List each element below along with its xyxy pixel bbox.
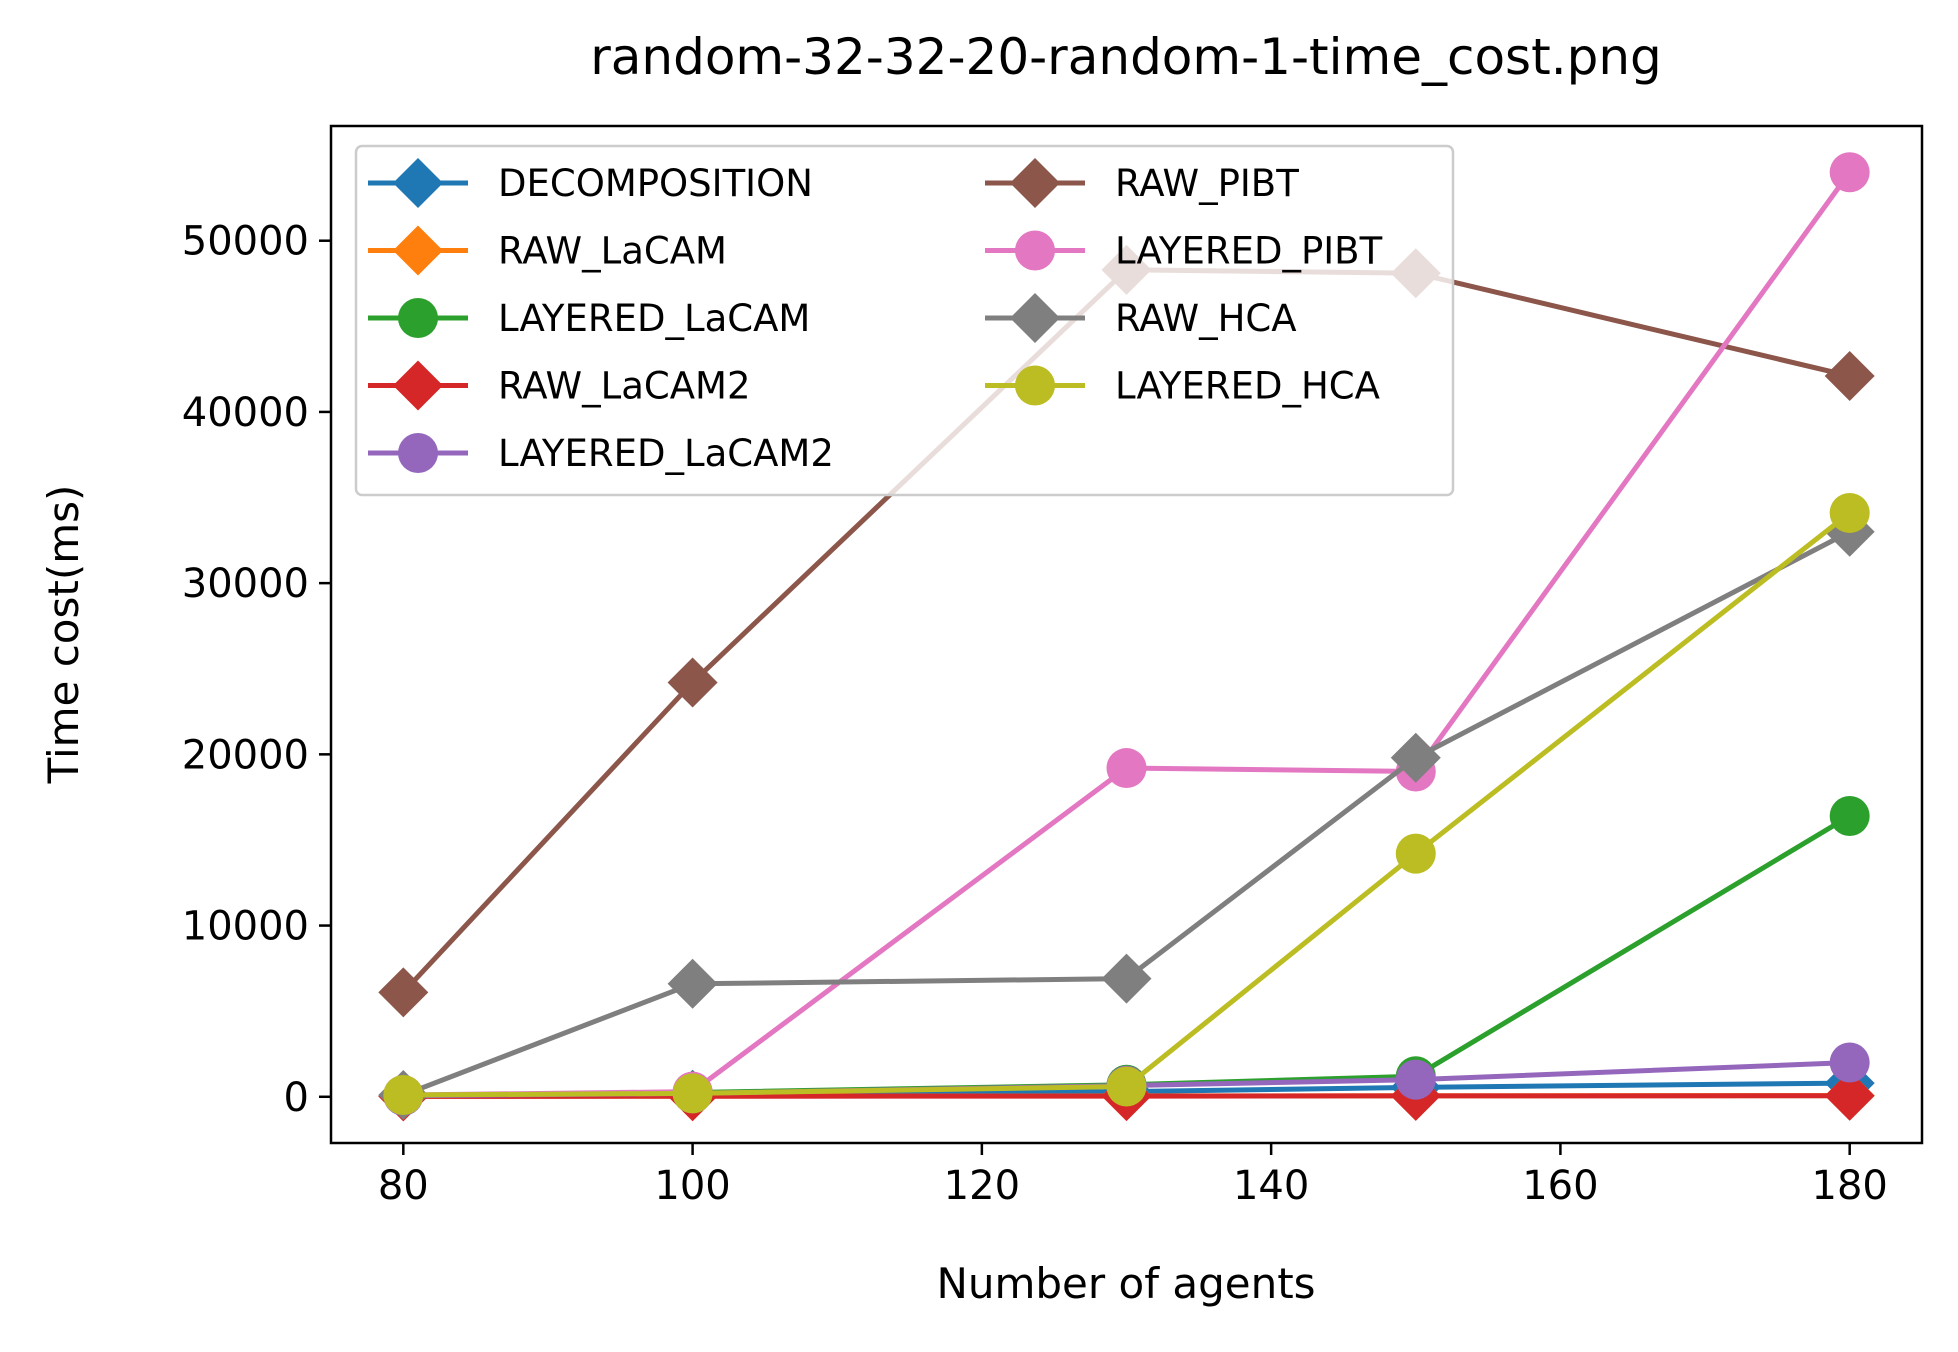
axes-frame	[329, 124, 1924, 1145]
data-point	[1829, 492, 1870, 533]
legend-item-raw-hca: RAW_HCA	[985, 293, 1297, 343]
legend-label: RAW_LaCAM	[498, 230, 727, 273]
legend-item-raw-lacam: RAW_LaCAM	[368, 225, 727, 276]
data-point	[1390, 732, 1441, 783]
legend-label: RAW_LaCAM2	[498, 365, 750, 408]
y-tick-label: 50000	[182, 219, 309, 265]
legend-item-layered-lacam2: LAYERED_LaCAM2	[368, 432, 834, 475]
data-point	[383, 1075, 424, 1116]
legend-item-layered-hca: LAYERED_HCA	[985, 365, 1380, 408]
legend-marker	[1010, 158, 1060, 208]
legend-label: LAYERED_LaCAM2	[498, 432, 834, 475]
y-axis-title: Time cost(ms)	[39, 485, 88, 785]
legend-label: LAYERED_LaCAM	[498, 297, 810, 340]
y-tick-label: 10000	[182, 904, 309, 950]
x-tick-label: 100	[654, 1163, 730, 1209]
chart-title: random-32-32-20-random-1-time_cost.png	[590, 28, 1662, 86]
legend: DECOMPOSITION RAW_LaCAM LAYERED_LaCAM RAW_L…	[354, 144, 1455, 497]
legend-frame	[354, 144, 1455, 497]
data-point	[378, 967, 429, 1018]
y-tick-label: 0	[284, 1075, 309, 1121]
legend-marker	[1010, 293, 1060, 343]
legend-label: RAW_HCA	[1115, 297, 1297, 340]
data-point	[1106, 748, 1147, 789]
legend-item-raw-lacam2: RAW_LaCAM2	[368, 360, 750, 411]
x-axis-title: Number of agents	[936, 1259, 1315, 1308]
data-point	[1824, 350, 1875, 401]
legend-marker	[393, 360, 443, 411]
data-point	[672, 1073, 713, 1114]
legend-item-raw-pibt: RAW_PIBT	[985, 158, 1299, 208]
data-point	[1395, 833, 1436, 874]
data-point	[1829, 1042, 1870, 1083]
x-tick-label: 180	[1812, 1163, 1888, 1209]
legend-marker	[398, 433, 438, 473]
legend-item-decomposition: DECOMPOSITION	[368, 158, 813, 208]
legend-label: LAYERED_PIBT	[1115, 230, 1383, 273]
legend-label: LAYERED_HCA	[1115, 365, 1380, 408]
data-point	[667, 958, 718, 1009]
legend-marker	[1015, 365, 1055, 406]
y-axis: 0 10000 20000 30000 40000 50000	[182, 219, 331, 1121]
data-point	[1829, 152, 1870, 193]
data-point	[1101, 953, 1152, 1004]
x-tick-label: 80	[378, 1163, 429, 1209]
data-point	[1829, 795, 1870, 836]
plot-area	[378, 152, 1875, 1122]
legend-label: RAW_PIBT	[1115, 162, 1299, 205]
legend-item-layered-pibt: LAYERED_PIBT	[985, 230, 1383, 273]
data-point	[1106, 1066, 1147, 1107]
legend-marker	[393, 225, 443, 276]
data-point	[1395, 1059, 1436, 1100]
data-point	[1824, 1070, 1875, 1121]
y-tick-label: 20000	[182, 732, 309, 778]
legend-item-layered-lacam: LAYERED_LaCAM	[368, 297, 810, 340]
legend-marker	[1015, 230, 1055, 271]
y-tick-label: 30000	[182, 561, 309, 607]
series-layered-hca	[383, 492, 1870, 1116]
x-tick-label: 120	[944, 1163, 1020, 1209]
data-point	[667, 657, 718, 708]
y-tick-label: 40000	[182, 390, 309, 436]
legend-marker	[398, 298, 438, 338]
x-tick-label: 140	[1233, 1163, 1309, 1209]
x-tick-label: 160	[1522, 1163, 1598, 1209]
x-axis: 80 100 120 140 160 180	[378, 1143, 1888, 1209]
legend-marker	[393, 158, 443, 208]
legend-label: DECOMPOSITION	[498, 162, 813, 205]
